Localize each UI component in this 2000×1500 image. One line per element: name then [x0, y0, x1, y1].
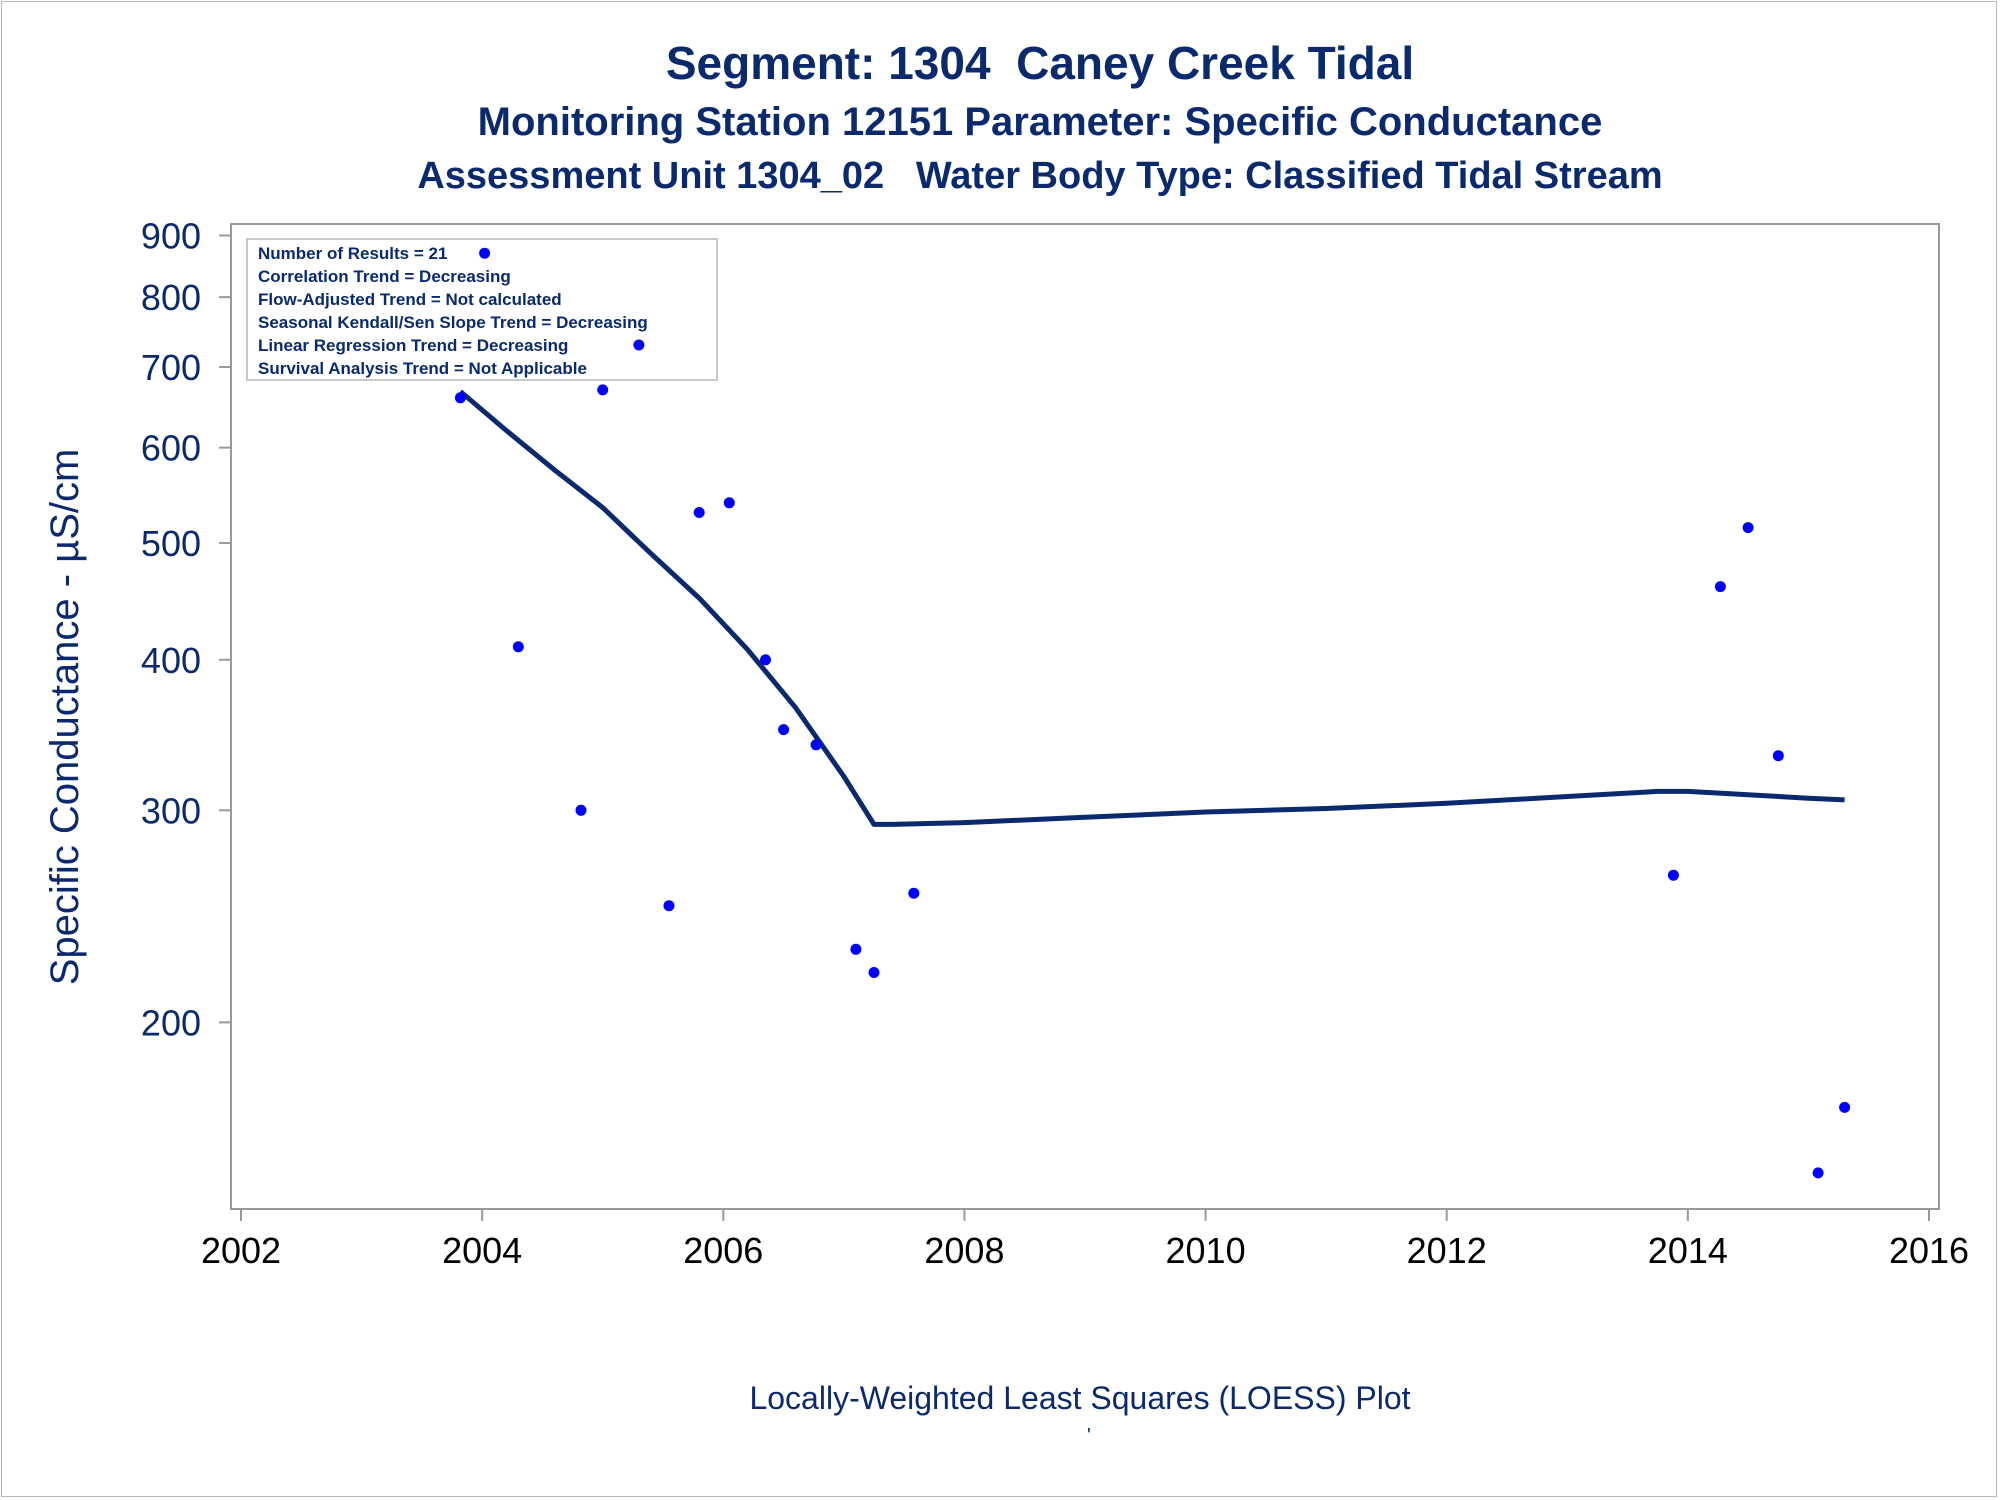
- chart-title: Segment: 1304 Caney Creek Tidal: [665, 37, 1415, 89]
- x-tick-label: 2006: [683, 1230, 763, 1271]
- x-tick-label: 2014: [1648, 1230, 1728, 1271]
- data-point: [1772, 750, 1784, 762]
- chart-subtitle: Monitoring Station 12151 Parameter: Spec…: [477, 100, 1603, 144]
- stats-box: [246, 238, 718, 381]
- y-tick-label: 300: [141, 790, 201, 831]
- x-tick-label: 2012: [1407, 1230, 1487, 1271]
- chart-subtitle-2: Assessment Unit 1304_02 Water Body Type:…: [417, 155, 1663, 197]
- y-tick-label: 200: [141, 1002, 201, 1043]
- data-point: [633, 339, 645, 351]
- y-tick-label: 700: [141, 347, 201, 388]
- data-point: [723, 497, 735, 509]
- footnote-mark: ': [1087, 1425, 1091, 1447]
- footnote: Locally-Weighted Least Squares (LOESS) P…: [749, 1380, 1411, 1416]
- data-point: [1839, 1101, 1851, 1113]
- stats-line: Flow-Adjusted Trend = Not calculated: [258, 290, 562, 309]
- y-tick-label: 400: [141, 640, 201, 681]
- data-point: [663, 900, 675, 912]
- data-point: [760, 654, 771, 666]
- y-tick-label: 900: [141, 215, 201, 256]
- data-point: [1742, 522, 1754, 534]
- y-tick-label: 500: [141, 523, 201, 564]
- x-tick-label: 2008: [924, 1230, 1004, 1271]
- x-tick-label: 2010: [1166, 1230, 1246, 1271]
- y-tick-label: 800: [141, 277, 201, 318]
- data-point: [1812, 1167, 1824, 1179]
- loess-line: [458, 389, 1845, 827]
- data-point: [1667, 869, 1679, 881]
- y-axis-label: Specific Conductance - µS/cm: [43, 449, 87, 986]
- y-tick-label: 600: [141, 428, 201, 469]
- x-tick-label: 2004: [442, 1230, 522, 1271]
- data-point: [693, 507, 705, 518]
- stats-line: Seasonal Kendall/Sen Slope Trend = Decre…: [258, 313, 648, 332]
- data-point: [868, 967, 880, 978]
- x-tick-label: 2016: [1889, 1230, 1969, 1271]
- data-point: [479, 247, 491, 259]
- stats-line: Correlation Trend = Decreasing: [258, 267, 511, 286]
- data-point: [1714, 581, 1726, 593]
- stats-line: Number of Results = 21: [258, 244, 447, 263]
- plot-area: [230, 223, 1940, 1210]
- data-point: [575, 804, 587, 816]
- data-point: [810, 739, 822, 751]
- stats-line: Linear Regression Trend = Decreasing: [258, 336, 568, 355]
- data-point: [512, 641, 524, 653]
- plot-layer: 2002 2004 2006 2008 2010 2012 2014 2016 200 300 40…: [141, 215, 1969, 1271]
- stats-line: Survival Analysis Trend = Not Applicable: [258, 359, 587, 378]
- data-point: [778, 724, 790, 736]
- data-point: [908, 887, 920, 899]
- data-point: [597, 384, 609, 396]
- x-tick-label: 2002: [201, 1230, 281, 1271]
- data-point: [850, 943, 862, 955]
- data-point: [454, 392, 466, 404]
